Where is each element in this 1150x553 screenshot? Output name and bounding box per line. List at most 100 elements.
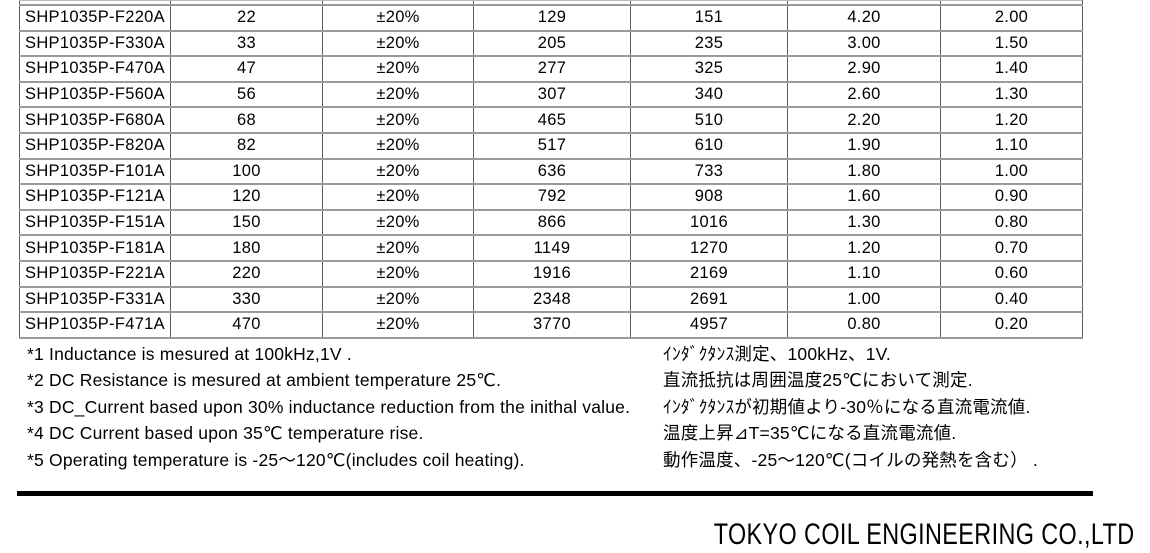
footer-divider-rule bbox=[17, 491, 1093, 496]
table-row: SHP1035P-F471A 470 ±20% 3770 4957 0.80 0.20 bbox=[19, 311, 1083, 339]
cell-tolerance: ±20% bbox=[322, 131, 474, 159]
cell-current-2: 0.90 bbox=[940, 183, 1083, 210]
cell-current-2: 1.40 bbox=[940, 55, 1083, 82]
cell-part-number: SHP1035P-F331A bbox=[19, 285, 171, 313]
cell-resistance-2: 908 bbox=[630, 183, 788, 210]
cell-inductance-uh: 68 bbox=[170, 106, 323, 133]
cell-resistance-1: 517 bbox=[473, 131, 631, 159]
cell-resistance-1: 129 bbox=[473, 4, 631, 31]
note-en-2: *2 DC Resistance is mesured at ambient t… bbox=[27, 370, 502, 391]
note-line-2: *2 DC Resistance is mesured at ambient t… bbox=[27, 367, 1137, 393]
cell-part-number: SHP1035P-F121A bbox=[19, 183, 171, 210]
cell-resistance-2: 4957 bbox=[630, 311, 788, 339]
note-jp-3: ｲﾝﾀﾞｸﾀﾝｽが初期値より-30％になる直流電流値. bbox=[663, 396, 1031, 417]
cell-current-2: 0.60 bbox=[940, 259, 1083, 287]
cell-tolerance: ±20% bbox=[322, 106, 474, 133]
cell-tolerance: ±20% bbox=[322, 208, 474, 236]
table-row: SHP1035P-F221A 220 ±20% 1916 2169 1.10 0.60 bbox=[19, 259, 1083, 287]
cell-current-2: 0.70 bbox=[940, 234, 1083, 261]
table-row: SHP1035P-F560A 56 ±20% 307 340 2.60 1.30 bbox=[19, 80, 1083, 108]
cell-tolerance: ±20% bbox=[322, 311, 474, 339]
cell-resistance-1: 866 bbox=[473, 208, 631, 236]
cell-cropped bbox=[170, 0, 323, 5]
cell-resistance-1: 277 bbox=[473, 55, 631, 82]
cell-inductance-uh: 470 bbox=[170, 311, 323, 339]
cell-resistance-2: 2169 bbox=[630, 259, 788, 287]
cell-current-1: 1.80 bbox=[787, 157, 941, 185]
cell-tolerance: ±20% bbox=[322, 259, 474, 287]
cell-current-2: 0.20 bbox=[940, 311, 1083, 339]
cell-resistance-1: 307 bbox=[473, 80, 631, 108]
cell-resistance-1: 2348 bbox=[473, 285, 631, 313]
cell-inductance-uh: 100 bbox=[170, 157, 323, 185]
note-line-1: *1 Inductance is mesured at 100kHz,1V . ｲ… bbox=[27, 341, 1137, 367]
cell-cropped bbox=[630, 0, 788, 5]
cell-part-number: SHP1035P-F470A bbox=[19, 55, 171, 82]
note-line-5: *5 Operating temperature is -25～120℃(inc… bbox=[27, 447, 1137, 473]
cell-inductance-uh: 120 bbox=[170, 183, 323, 210]
cell-current-1: 1.60 bbox=[787, 183, 941, 210]
cell-resistance-1: 205 bbox=[473, 29, 631, 57]
cell-current-1: 2.90 bbox=[787, 55, 941, 82]
cell-resistance-2: 235 bbox=[630, 29, 788, 57]
cell-part-number: SHP1035P-F471A bbox=[19, 311, 171, 339]
cell-current-1: 1.00 bbox=[787, 285, 941, 313]
cell-cropped bbox=[473, 0, 631, 5]
table-row: SHP1035P-F470A 47 ±20% 277 325 2.90 1.40 bbox=[19, 55, 1083, 82]
table-row: SHP1035P-F820A 82 ±20% 517 610 1.90 1.10 bbox=[19, 131, 1083, 159]
cell-current-1: 4.20 bbox=[787, 4, 941, 31]
cell-tolerance: ±20% bbox=[322, 80, 474, 108]
note-jp-2: 直流抵抗は周囲温度25℃において測定. bbox=[663, 370, 973, 391]
cell-resistance-1: 792 bbox=[473, 183, 631, 210]
cell-current-2: 1.10 bbox=[940, 131, 1083, 159]
cell-cropped bbox=[19, 0, 171, 5]
note-en-4: *4 DC Current based upon 35℃ temperature… bbox=[27, 423, 424, 444]
cell-current-1: 1.30 bbox=[787, 208, 941, 236]
table-row: SHP1035P-F121A 120 ±20% 792 908 1.60 0.90 bbox=[19, 183, 1083, 210]
cell-current-1: 1.20 bbox=[787, 234, 941, 261]
note-jp-5: 動作温度、-25～120℃(コイルの発熱を含む） . bbox=[663, 449, 1038, 470]
cell-resistance-2: 1270 bbox=[630, 234, 788, 261]
cell-resistance-2: 510 bbox=[630, 106, 788, 133]
note-jp-4: 温度上昇⊿T=35℃になる直流電流値. bbox=[663, 423, 957, 444]
cell-inductance-uh: 82 bbox=[170, 131, 323, 159]
cell-part-number: SHP1035P-F221A bbox=[19, 259, 171, 287]
cell-current-1: 0.80 bbox=[787, 311, 941, 339]
cell-cropped bbox=[787, 0, 941, 5]
cell-inductance-uh: 220 bbox=[170, 259, 323, 287]
table-row: SHP1035P-F680A 68 ±20% 465 510 2.20 1.20 bbox=[19, 106, 1083, 133]
cell-tolerance: ±20% bbox=[322, 55, 474, 82]
cell-current-2: 1.50 bbox=[940, 29, 1083, 57]
cell-part-number: SHP1035P-F181A bbox=[19, 234, 171, 261]
cell-part-number: SHP1035P-F220A bbox=[19, 4, 171, 31]
table-row: SHP1035P-F181A 180 ±20% 1149 1270 1.20 0.70 bbox=[19, 234, 1083, 261]
cell-part-number: SHP1035P-F101A bbox=[19, 157, 171, 185]
cell-tolerance: ±20% bbox=[322, 157, 474, 185]
cell-current-2: 1.00 bbox=[940, 157, 1083, 185]
cell-part-number: SHP1035P-F330A bbox=[19, 29, 171, 57]
note-jp-1: ｲﾝﾀﾞｸﾀﾝｽ測定、100kHz、1V. bbox=[663, 344, 891, 364]
cell-inductance-uh: 47 bbox=[170, 55, 323, 82]
cell-resistance-1: 636 bbox=[473, 157, 631, 185]
cell-inductance-uh: 150 bbox=[170, 208, 323, 236]
table-row: SHP1035P-F220A 22 ±20% 129 151 4.20 2.00 bbox=[19, 4, 1083, 31]
spec-table: SHP1035P-F220A 22 ±20% 129 151 4.20 2.00 SHP103… bbox=[19, 0, 1083, 339]
cell-cropped bbox=[322, 0, 474, 5]
cell-inductance-uh: 22 bbox=[170, 4, 323, 31]
cell-resistance-2: 2691 bbox=[630, 285, 788, 313]
cell-tolerance: ±20% bbox=[322, 234, 474, 261]
cell-inductance-uh: 180 bbox=[170, 234, 323, 261]
cell-current-1: 3.00 bbox=[787, 29, 941, 57]
spec-table-body: SHP1035P-F220A 22 ±20% 129 151 4.20 2.00 SHP103… bbox=[19, 0, 1083, 339]
cell-resistance-1: 1916 bbox=[473, 259, 631, 287]
cell-current-2: 1.30 bbox=[940, 80, 1083, 108]
cell-resistance-2: 1016 bbox=[630, 208, 788, 236]
cell-current-2: 0.80 bbox=[940, 208, 1083, 236]
cell-current-1: 1.90 bbox=[787, 131, 941, 159]
table-row: SHP1035P-F331A 330 ±20% 2348 2691 1.00 0.40 bbox=[19, 285, 1083, 313]
cell-part-number: SHP1035P-F820A bbox=[19, 131, 171, 159]
note-en-5: *5 Operating temperature is -25～120℃(inc… bbox=[27, 449, 525, 470]
cell-current-2: 1.20 bbox=[940, 106, 1083, 133]
cell-resistance-1: 3770 bbox=[473, 311, 631, 339]
table-row: SHP1035P-F101A 100 ±20% 636 733 1.80 1.00 bbox=[19, 157, 1083, 185]
